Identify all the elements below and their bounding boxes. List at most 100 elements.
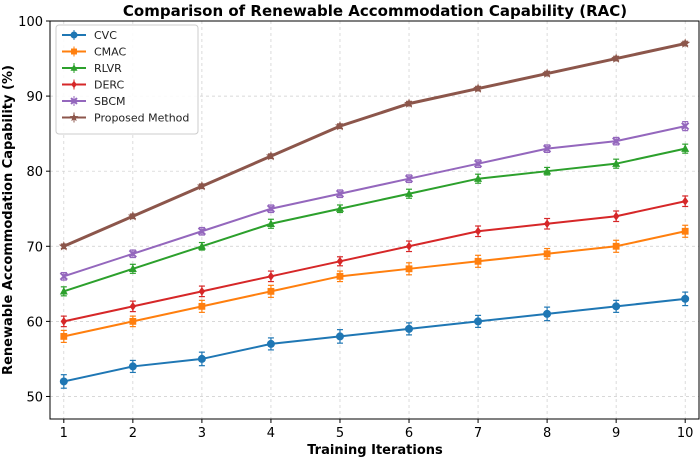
data-point bbox=[128, 249, 137, 258]
data-point bbox=[681, 122, 690, 131]
data-point bbox=[59, 272, 68, 281]
legend-item: DERC bbox=[62, 79, 125, 92]
axis-ticks: 1 2 3 4 5 6 7 8 9 10 50 60 70 80 90 100 bbox=[18, 15, 693, 441]
data-point bbox=[612, 159, 621, 167]
x-axis-label: Training Iterations bbox=[307, 443, 443, 458]
data-point bbox=[336, 256, 344, 266]
series-line bbox=[63, 297, 686, 383]
data-point bbox=[335, 189, 345, 198]
x-tick-label: 7 bbox=[474, 426, 482, 441]
legend-marker bbox=[71, 48, 77, 55]
data-point bbox=[612, 211, 620, 221]
data-point bbox=[129, 317, 137, 325]
data-point bbox=[197, 354, 206, 363]
y-tick-label: 50 bbox=[26, 390, 43, 405]
data-point bbox=[128, 264, 137, 273]
series-group bbox=[58, 38, 691, 389]
data-point bbox=[197, 227, 207, 236]
series-line bbox=[63, 200, 686, 323]
data-point bbox=[405, 265, 413, 273]
x-tick-label: 1 bbox=[60, 426, 68, 441]
data-point bbox=[543, 166, 552, 175]
series-line bbox=[63, 147, 686, 293]
series-cmac bbox=[60, 224, 689, 344]
data-point bbox=[474, 257, 482, 265]
x-tick-label: 4 bbox=[267, 426, 275, 441]
x-tick-label: 6 bbox=[405, 426, 413, 441]
data-point bbox=[267, 287, 275, 295]
legend-item: Proposed Method bbox=[62, 112, 189, 125]
legend: CVC CMAC RLVR DERC SBCM Proposed Method bbox=[55, 24, 199, 135]
data-point bbox=[197, 241, 206, 250]
legend-marker bbox=[70, 97, 78, 105]
grid bbox=[50, 20, 699, 419]
x-tick-label: 10 bbox=[677, 426, 694, 441]
data-point bbox=[681, 144, 690, 152]
data-point bbox=[681, 227, 689, 235]
data-point bbox=[129, 301, 137, 311]
x-tick-label: 3 bbox=[198, 426, 206, 441]
x-tick-label: 5 bbox=[336, 426, 344, 441]
data-point bbox=[612, 137, 621, 146]
data-point bbox=[473, 83, 484, 93]
y-tick-label: 80 bbox=[26, 165, 43, 180]
data-point bbox=[60, 316, 68, 326]
data-point bbox=[543, 250, 551, 258]
data-point bbox=[335, 332, 344, 341]
data-point bbox=[128, 362, 137, 371]
legend-box bbox=[55, 24, 199, 135]
data-point bbox=[405, 324, 414, 333]
y-tick-label: 60 bbox=[26, 315, 43, 330]
y-tick-label: 90 bbox=[26, 90, 43, 105]
data-point bbox=[266, 204, 276, 213]
y-axis-label: Renewable Accommodation Capability (%) bbox=[1, 65, 16, 375]
data-point bbox=[543, 309, 552, 318]
data-point bbox=[59, 286, 68, 295]
data-point bbox=[474, 226, 482, 236]
plot-area bbox=[49, 20, 700, 420]
data-point bbox=[198, 302, 206, 310]
data-point bbox=[680, 38, 691, 48]
legend-marker bbox=[70, 64, 78, 71]
chart-title: Comparison of Renewable Accommodation Ca… bbox=[123, 2, 627, 20]
data-point bbox=[336, 272, 344, 280]
data-point bbox=[266, 339, 275, 348]
x-tick-label: 9 bbox=[612, 426, 620, 441]
legend-label: RLVR bbox=[94, 62, 122, 75]
legend-item: SBCM bbox=[62, 95, 126, 108]
x-tick-label: 2 bbox=[129, 426, 137, 441]
data-point bbox=[473, 159, 483, 168]
data-point bbox=[335, 120, 345, 131]
legend-marker bbox=[70, 31, 78, 39]
data-point bbox=[265, 150, 276, 161]
data-point bbox=[267, 271, 275, 281]
series-line bbox=[63, 230, 686, 338]
series-derc bbox=[60, 195, 689, 328]
series-cvc bbox=[59, 291, 690, 389]
series-rlvr bbox=[59, 143, 690, 297]
legend-item: CMAC bbox=[62, 46, 127, 59]
legend-label: CVC bbox=[94, 29, 117, 42]
data-point bbox=[681, 196, 689, 206]
data-point bbox=[405, 189, 414, 197]
y-tick-label: 100 bbox=[18, 15, 43, 30]
data-point bbox=[612, 302, 621, 311]
series-sbcm bbox=[59, 121, 690, 281]
data-point bbox=[198, 286, 206, 296]
data-point bbox=[474, 317, 483, 326]
x-tick-label: 8 bbox=[543, 426, 551, 441]
data-point bbox=[542, 144, 552, 153]
data-point bbox=[405, 241, 413, 251]
data-point bbox=[611, 53, 622, 63]
data-point bbox=[404, 98, 414, 108]
y-tick-label: 70 bbox=[26, 240, 43, 255]
data-point bbox=[266, 219, 275, 227]
legend-marker bbox=[69, 112, 79, 122]
data-point bbox=[59, 377, 68, 386]
legend-label: Proposed Method bbox=[94, 112, 189, 125]
data-point bbox=[196, 181, 207, 191]
series-line bbox=[63, 125, 686, 278]
legend-item: RLVR bbox=[62, 62, 122, 75]
data-point bbox=[474, 174, 483, 182]
